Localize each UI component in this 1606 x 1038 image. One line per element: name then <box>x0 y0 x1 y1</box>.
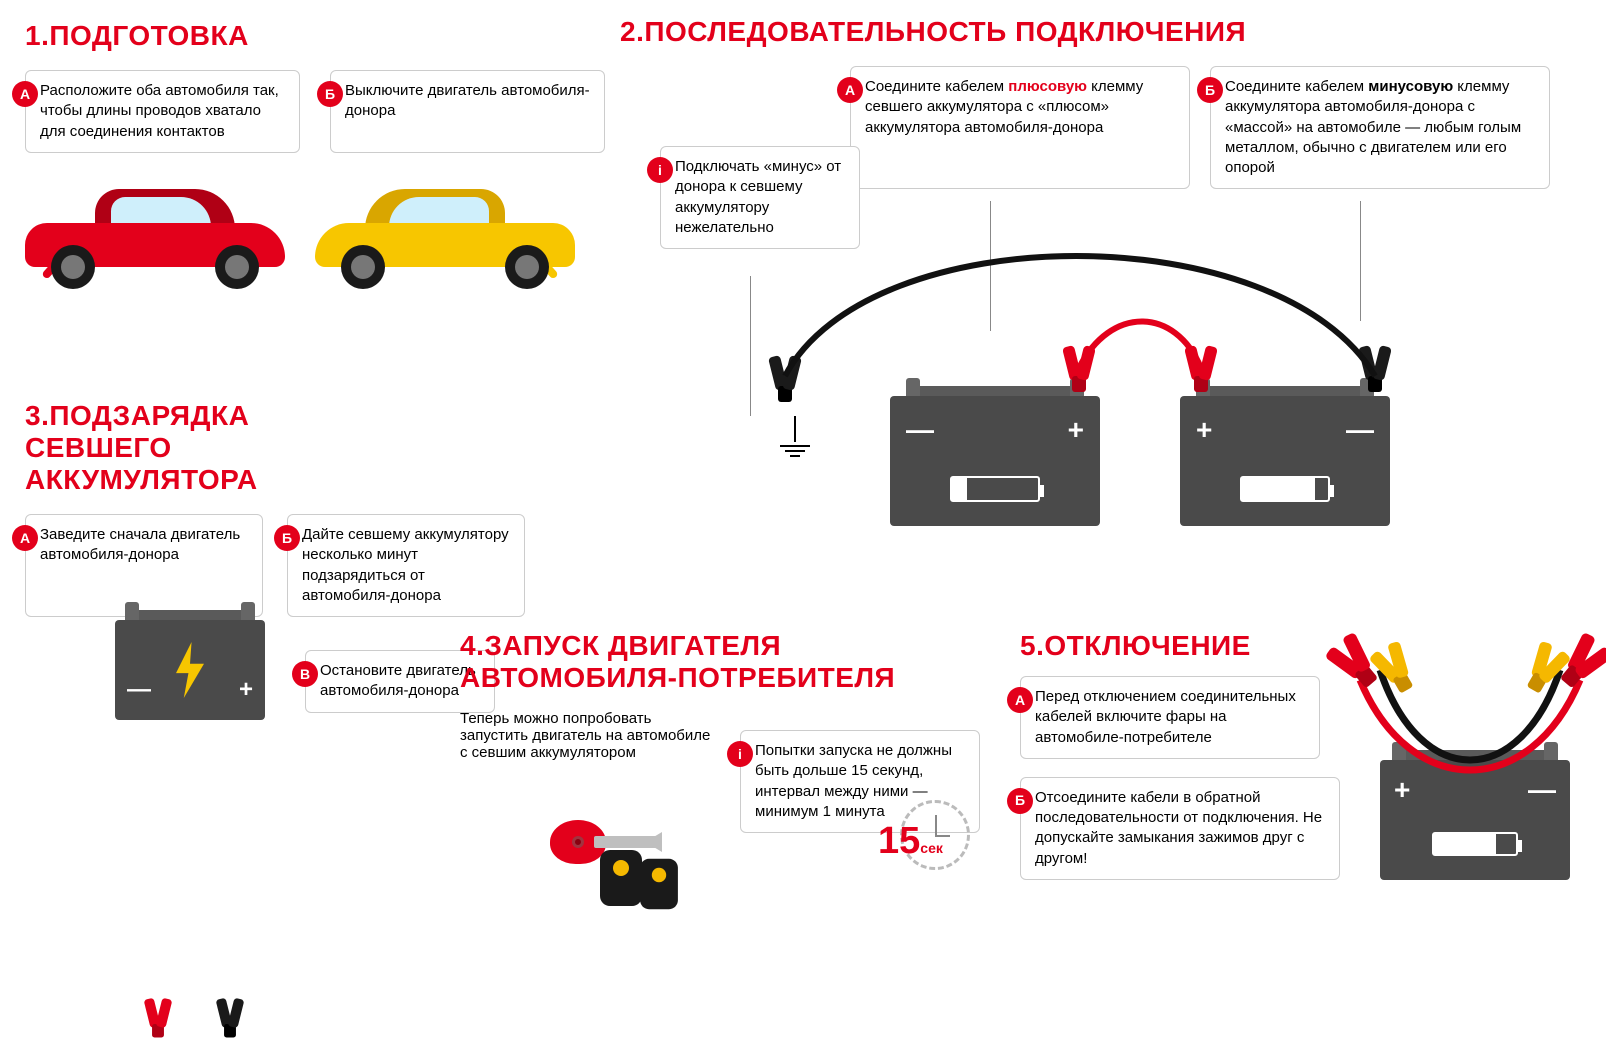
clamp-black-icon <box>1360 346 1390 392</box>
car-key-icon <box>550 820 606 864</box>
battery-dead-icon: — + <box>890 396 1100 526</box>
bullet-b: Б <box>274 525 300 551</box>
key-fob-icon <box>600 850 642 906</box>
s3-a-text: Заведите сначала двигатель автомобиля-до… <box>40 526 240 563</box>
s5-step-a: А Перед отключением соединительных кабел… <box>1020 676 1320 759</box>
section-1-title: 1.ПОДГОТОВКА <box>25 20 605 52</box>
battery-donor-icon: + — <box>1180 396 1390 526</box>
ground-icon <box>780 416 810 457</box>
s1-step-a: А Расположите оба автомобиля так, чтобы … <box>25 70 300 153</box>
info-icon: i <box>727 741 753 767</box>
s5-a-text: Перед отключением соединительных кабелей… <box>1035 688 1296 746</box>
section-preparation: 1.ПОДГОТОВКА А Расположите оба автомобил… <box>25 20 605 289</box>
bullet-b: Б <box>1197 77 1223 103</box>
key-fob-icon <box>640 859 678 909</box>
section-connection-order: 2.ПОСЛЕДОВАТЕЛЬНОСТЬ ПОДКЛЮЧЕНИЯ А Соеди… <box>620 16 1580 189</box>
clamp-red-icon <box>145 998 171 1037</box>
bullet-a: А <box>12 81 38 107</box>
s4-body-text: Теперь можно попробовать запустить двига… <box>460 710 720 761</box>
leader-line <box>1360 201 1361 321</box>
s3-step-b: Б Дайте севшему аккумулятору несколько м… <box>287 514 525 617</box>
s1-a-text: Расположите оба автомобиля так, чтобы дл… <box>40 82 279 140</box>
s2-a-em: плюсовую <box>1008 78 1087 95</box>
info-icon: i <box>647 157 673 183</box>
s1-step-b: Б Выключите двигатель автомобиля-донора <box>330 70 605 153</box>
bullet-a: А <box>1007 687 1033 713</box>
car-recipient-icon <box>25 179 285 289</box>
s5-step-b: Б Отсоедините кабели в обратной последов… <box>1020 777 1340 880</box>
section-4-title: 4.ЗАПУСК ДВИГАТЕЛЯ АВТОМОБИЛЯ-ПОТРЕБИТЕЛ… <box>460 630 920 694</box>
leader-line <box>990 201 991 331</box>
lightning-icon <box>171 642 209 698</box>
s1-b-text: Выключите двигатель автомобиля-донора <box>345 82 590 119</box>
bullet-b: Б <box>1007 788 1033 814</box>
section-3-title: 3.ПОДЗАРЯДКА СЕВШЕГО АККУМУЛЯТОРА <box>25 400 385 496</box>
minus-symbol: — <box>1346 414 1374 446</box>
leader-line <box>750 276 751 416</box>
minus-symbol: — <box>906 414 934 446</box>
battery-charging-icon: — + <box>115 620 265 720</box>
car-donor-icon <box>315 179 575 289</box>
clamp-red-icon <box>1064 346 1094 392</box>
s2-info: i Подключать «минус» от донора к севшему… <box>660 146 860 249</box>
section-charging: 3.ПОДЗАРЯДКА СЕВШЕГО АККУМУЛЯТОРА А Заве… <box>25 400 525 617</box>
clamp-black-icon <box>770 356 800 402</box>
bullet-b: Б <box>317 81 343 107</box>
s2-b-pre: Соедините кабелем <box>1225 78 1368 95</box>
bullet-a: А <box>837 77 863 103</box>
plus-symbol: + <box>1196 414 1212 446</box>
s2-b-em: минусовую <box>1368 78 1453 95</box>
s2-info-text: Подключать «минус» от донора к севшему а… <box>675 158 841 236</box>
clamp-black-icon <box>217 998 243 1037</box>
clamp-red-icon <box>1186 346 1216 392</box>
s3-b-text: Дайте севшему аккумулятору несколько мин… <box>302 526 509 604</box>
section-2-title: 2.ПОСЛЕДОВАТЕЛЬНОСТЬ ПОДКЛЮЧЕНИЯ <box>620 16 1580 48</box>
s3-step-a: А Заведите сначала двигатель автомобиля-… <box>25 514 263 617</box>
plus-symbol: + <box>1068 414 1084 446</box>
s3-c-text: Остановите двигатель автомобиля-донора <box>320 662 476 699</box>
s5-b-text: Отсоедините кабели в обратной последоват… <box>1035 789 1322 867</box>
bullet-a: А <box>12 525 38 551</box>
s2-step-b: Б Соедините кабелем минусовую клемму акк… <box>1210 66 1550 189</box>
fifteen-sec-label: 15сек <box>878 820 943 863</box>
s2-step-a: А Соедините кабелем плюсовую клемму севш… <box>850 66 1190 189</box>
bullet-v: В <box>292 661 318 687</box>
s2-a-pre: Соедините кабелем <box>865 78 1008 95</box>
section-start-engine: 4.ЗАПУСК ДВИГАТЕЛЯ АВТОМОБИЛЯ-ПОТРЕБИТЕЛ… <box>460 630 1000 761</box>
